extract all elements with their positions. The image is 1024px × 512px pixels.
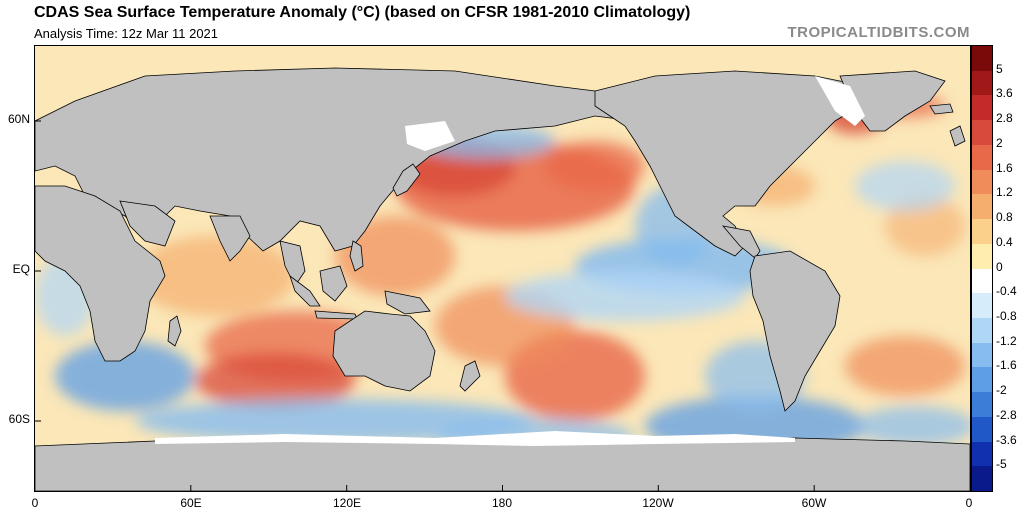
colorbar-label: -1.2 [996,333,1017,348]
colorbar-cell [972,46,992,72]
land-masses [35,67,970,491]
madagascar-landmass [167,315,182,347]
lon-label-120e: 120E [332,496,362,510]
lon-label-0-east: 0 [965,496,973,510]
new-guinea-landmass [384,290,431,315]
colorbar-label: 1.2 [996,185,1013,200]
colorbar-cell [972,243,992,269]
colorbar-label: 5 [996,61,1003,76]
anomaly-colorbar [971,45,993,492]
colorbar-cell [972,392,992,418]
philippines-landmass [349,240,364,272]
colorbar-cell [972,219,992,245]
colorbar-label: -2.8 [996,407,1017,422]
colorbar-label: 0.4 [996,234,1013,249]
lat-label-60s: 60S [8,412,30,426]
sea-ice [155,76,865,446]
lon-label-60w: 60W [801,496,827,510]
arctic-sea-ice-hudson [815,76,865,126]
colorbar-cell [972,70,992,96]
colorbar-cell [972,268,992,294]
colorbar-label: -3.6 [996,432,1017,447]
lat-label-eq: EQ [12,262,30,276]
southeast-asia-landmass [279,240,306,287]
colorbar-label: 3.6 [996,86,1013,101]
colorbar-label: 2 [996,135,1003,150]
colorbar-cell [972,466,992,491]
colorbar-label: -0.4 [996,284,1017,299]
lat-label-60n: 60N [7,112,30,126]
colorbar-label: 0.8 [996,210,1013,225]
africa-landmass [35,185,166,362]
colorbar-cell [972,416,992,443]
lon-label-0-west: 0 [31,496,39,510]
colorbar-label: 0 [996,259,1003,274]
arctic-sea-ice-okhotsk [405,121,455,151]
south-america-landmass [749,250,841,412]
colorbar-cell [972,95,992,121]
antarctica-landmass [35,437,970,491]
iceland-landmass [929,103,954,115]
graticule-ticks [35,120,815,491]
colorbar-cell [972,317,992,344]
colorbar-label: -0.8 [996,308,1017,323]
japan-landmass [392,163,421,197]
colorbar-cell [972,293,992,319]
map-title: CDAS Sea Surface Temperature Anomaly (°C… [34,4,691,21]
colorbar-label: 2.8 [996,111,1013,126]
lon-label-180: 180 [491,496,513,510]
colorbar-label: -1.6 [996,358,1017,373]
australia-landmass [332,310,436,392]
arabia-landmass [119,200,176,247]
colorbar-cell [972,342,992,368]
colorbar-label: 1.6 [996,160,1013,175]
colorbar-label: -5 [996,457,1007,472]
colorbar-cell [972,441,992,467]
sumatra-landmass [289,274,321,307]
analysis-time: Analysis Time: 12z Mar 11 2021 [34,26,219,41]
new-zealand-landmass [459,360,481,392]
antarctic-sea-ice [155,431,795,446]
brand-watermark: TROPICALTIDBITS.COM [787,24,970,41]
borneo-landmass [319,265,348,302]
india-landmass [209,215,251,262]
colorbar-cell [972,169,992,195]
british-isles-landmass [949,125,966,147]
colorbar-cell [972,367,992,393]
sst-anomaly-map [34,45,971,492]
central-america-landmass [721,225,761,259]
lon-label-120w: 120W [642,496,674,510]
colorbar-cell [972,144,992,171]
colorbar-cell [972,120,992,146]
colorbar-label: -2 [996,383,1007,398]
lon-label-60e: 60E [180,496,202,510]
colorbar-cell [972,194,992,220]
